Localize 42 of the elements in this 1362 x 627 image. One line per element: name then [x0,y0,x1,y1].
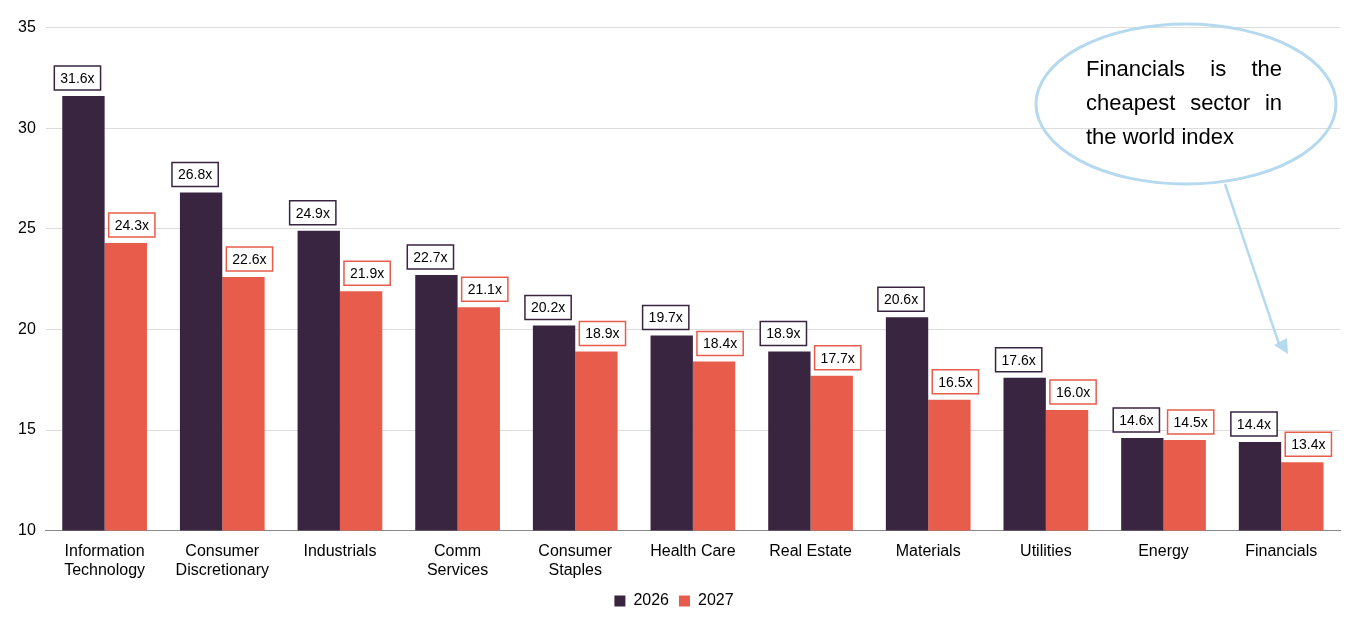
data-label: 20.6x [883,291,919,308]
x-tick-label: Consumer Staples [538,541,613,578]
y-tick-label: 15 [18,420,36,438]
data-label: 18.9x [766,325,801,342]
data-label: 20.2x [530,299,566,316]
data-label: 14.4x [1236,415,1272,432]
data-label: 18.4x [702,335,738,352]
data-label: 22.7x [413,248,448,265]
data-label: 13.4x [1291,436,1326,453]
data-label: 21.9x [349,265,385,282]
data-label: 21.1x [467,281,502,298]
data-label: 18.9x [585,325,620,342]
x-tick-label: Comm Services [426,541,489,578]
data-label: 14.5x [1173,413,1208,430]
x-tick-label: Consumer Discretionary [175,541,269,578]
data-label: 14.6x [1119,411,1154,428]
data-label: 31.6x [60,69,95,86]
data-label: 24.9x [295,204,330,221]
data-label: 16.0x [1055,383,1091,400]
data-label: 19.7x [648,309,683,326]
x-tick-label: Real Estate [769,541,853,559]
data-label: 22.6x [232,250,267,267]
legend-label: 2027 [698,591,734,609]
y-tick-label: 20 [18,319,36,337]
x-tick-label: Financials [1245,541,1318,559]
data-label: 17.7x [820,349,855,366]
y-tick-label: 25 [18,219,36,237]
annotation: Financials is the cheapest sector in the world index [1086,55,1282,151]
data-label: 24.3x [114,216,149,233]
y-tick-label: 30 [18,118,36,136]
x-tick-label: Industrials [303,541,377,559]
x-tick-label: Materials [895,541,961,559]
y-tick-label: 10 [18,521,36,539]
data-label: 26.8x [177,166,213,183]
y-tick-label: 35 [18,18,36,36]
x-tick-label: Information Technology [64,541,146,578]
x-tick-label: Health Care [650,541,736,559]
data-label: 16.5x [938,373,973,390]
legend-label: 2026 [633,591,670,609]
data-label: 17.6x [1001,351,1036,368]
x-tick-label: Utilities [1020,541,1072,559]
x-tick-label: Energy [1138,541,1189,559]
